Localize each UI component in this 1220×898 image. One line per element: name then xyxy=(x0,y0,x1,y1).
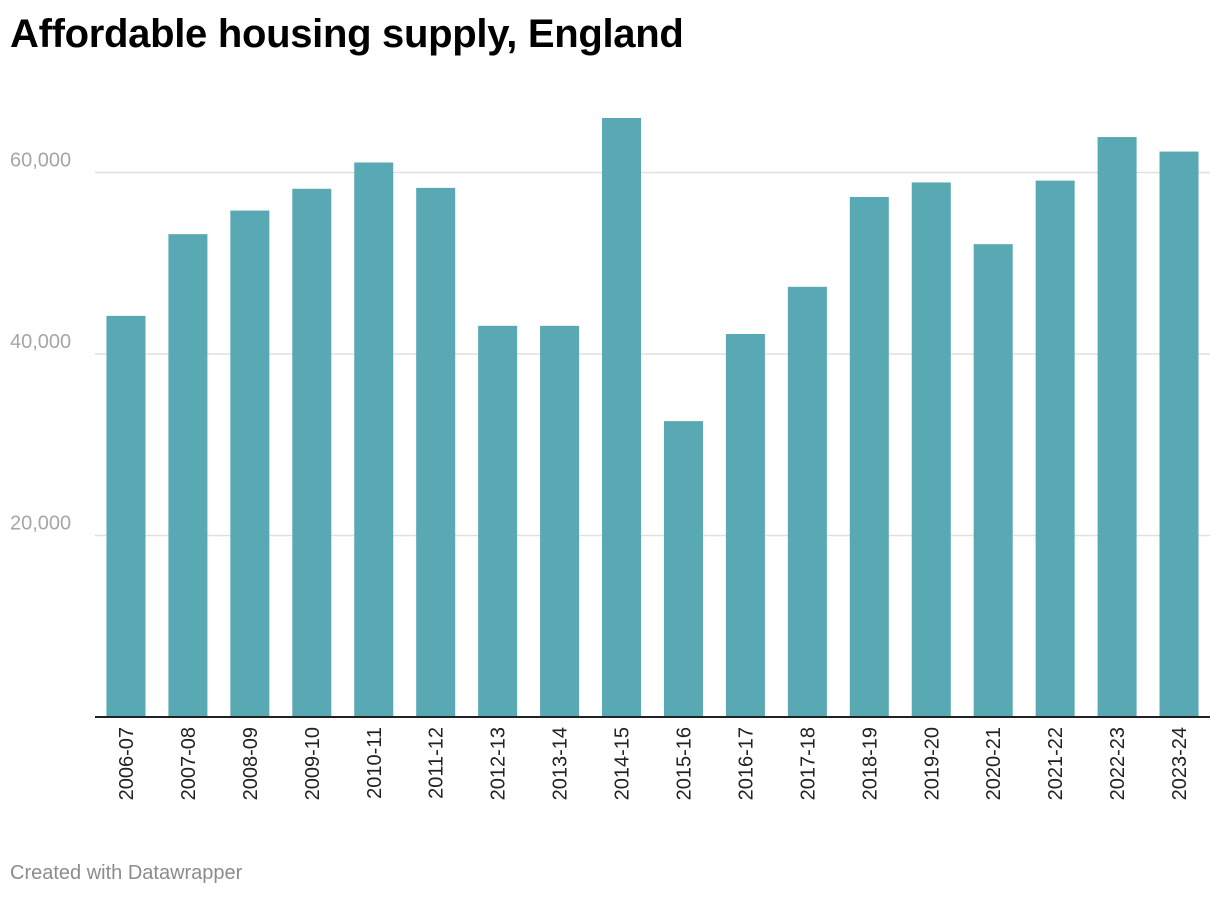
gridlines: 20,000 40,000 60,000 xyxy=(10,149,1210,537)
bar xyxy=(478,325,518,717)
bar xyxy=(416,187,456,717)
x-tick-label: 2018-19 xyxy=(859,727,881,800)
bar xyxy=(849,196,889,717)
bar xyxy=(973,244,1013,717)
bar xyxy=(1097,137,1137,717)
bar xyxy=(1159,151,1199,717)
y-tick-label: 40,000 xyxy=(10,331,71,353)
x-tick-label: 2009-10 xyxy=(302,727,324,800)
x-axis: 2006-07 2007-08 2008-09 2009-10 2010-11 2011-… xyxy=(95,716,1210,800)
bar xyxy=(725,334,765,717)
x-tick-label: 2016-17 xyxy=(735,727,757,800)
x-tick-label: 2006-07 xyxy=(116,727,138,800)
x-tick-label: 2020-21 xyxy=(983,727,1005,800)
x-tick-label: 2019-20 xyxy=(921,727,943,800)
bar xyxy=(602,118,642,717)
bar xyxy=(787,286,827,717)
x-tick-label: 2015-16 xyxy=(673,727,695,800)
x-tick-label: 2021-22 xyxy=(1045,727,1067,800)
x-tick-label: 2014-15 xyxy=(612,727,634,800)
x-tick-label: 2007-08 xyxy=(178,727,200,800)
x-tick-label: 2011-12 xyxy=(426,727,448,799)
x-tick-label: 2022-23 xyxy=(1107,727,1129,800)
bar xyxy=(540,325,580,717)
y-tick-label: 20,000 xyxy=(10,512,71,534)
x-tick-label: 2012-13 xyxy=(488,727,510,800)
x-tick-label: 2023-24 xyxy=(1169,727,1191,800)
bar xyxy=(106,315,146,717)
credit-text: Created with Datawrapper xyxy=(10,862,243,884)
chart-title: Affordable housing supply, England xyxy=(10,12,684,56)
bar xyxy=(1035,180,1075,717)
x-tick-label: 2010-11 xyxy=(364,727,386,799)
bar xyxy=(168,234,208,718)
bar xyxy=(292,188,332,718)
y-tick-label: 60,000 xyxy=(10,149,71,171)
bar xyxy=(230,210,270,717)
x-tick-label: 2017-18 xyxy=(797,727,819,800)
x-tick-label: 2013-14 xyxy=(550,727,572,800)
x-tick-label: 2008-09 xyxy=(240,727,262,800)
bar xyxy=(911,182,951,717)
bar xyxy=(663,421,703,717)
bar xyxy=(354,162,394,718)
bars xyxy=(106,118,1199,718)
